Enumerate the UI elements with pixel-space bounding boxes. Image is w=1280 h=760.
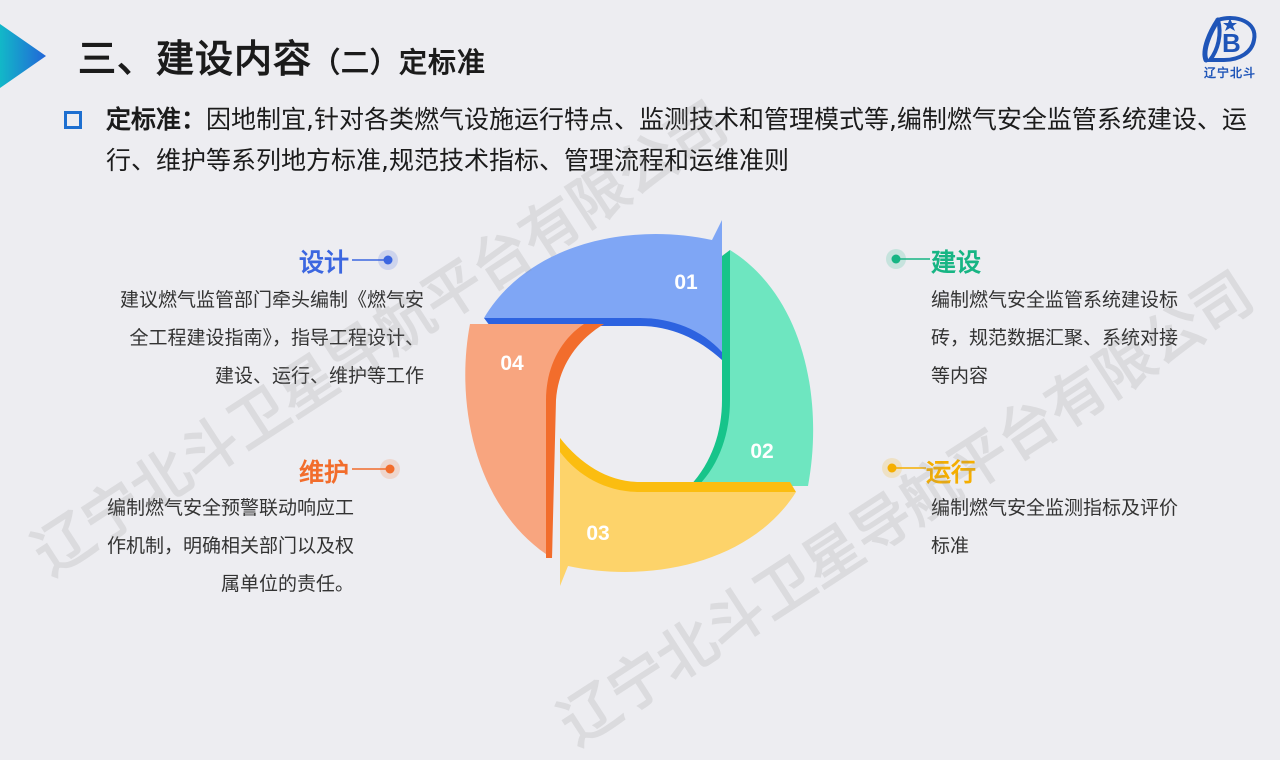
operate-desc-line: 编制燃气安全监测指标及评价 [931,497,1179,519]
build-desc-line: 砖，规范数据汇聚、系统对接 [931,327,1179,349]
intro-text: 因地制宜,针对各类燃气设施运行特点、监测技术和管理模式等,编制燃气安全监管系统建… [106,105,1247,175]
cycle-number-04: 04 [500,352,524,375]
cycle-segment-04-shade [546,324,604,558]
company-logo-text: 辽宁北斗 [1203,66,1256,80]
maintain-description: 编制燃气安全预警联动响应工 作机制，明确相关部门以及权 属单位的责任。 [60,489,354,603]
operate-desc-line: 标准 [931,535,970,557]
build-connector-icon [886,249,930,269]
build-desc-line: 编制燃气安全监管系统建设标 [931,289,1179,311]
company-logo-icon: B [1202,16,1257,63]
build-description: 编制燃气安全监管系统建设标 砖，规范数据汇聚、系统对接 等内容 [931,281,1231,395]
cycle-number-02: 02 [750,440,773,463]
bullet-square-icon [64,111,82,129]
maintain-title: 维护 [299,458,350,487]
slide: 三、建设内容（二）定标准 B 辽宁北斗 定标准：因地制宜,针对各类燃气设施运行特… [0,16,1265,758]
design-desc-line: 建议燃气监管部门牵头编制《燃气安 [119,289,424,311]
maintain-desc-line: 作机制，明确相关部门以及权 [106,535,354,557]
page-title: 三、建设内容（二）定标准 [78,28,486,83]
maintain-desc-line: 编制燃气安全预警联动响应工 [106,497,354,519]
design-description: 建议燃气监管部门牵头编制《燃气安 全工程建设指南》，指导工程设计、 建设、运行、… [60,281,424,395]
maintain-connector-icon [352,459,400,479]
design-desc-line: 全工程建设指南》，指导工程设计、 [129,327,424,349]
cycle-segment-04 [456,324,590,558]
cycle-segment-03-shade [560,438,796,492]
intro-paragraph: 定标准：因地制宜,针对各类燃气设施运行特点、监测技术和管理模式等,编制燃气安全监… [106,99,1256,181]
page-title-main: 三、建设内容 [78,37,313,81]
build-desc-line: 等内容 [931,365,989,387]
operate-connector-icon [882,458,926,478]
cycle-segment-02-shade [690,250,730,486]
maintain-desc-line: 属单位的责任。 [220,573,354,595]
cycle-segment-01 [484,220,722,352]
build-title: 建设 [931,248,982,277]
cycle-number-03: 03 [586,522,609,545]
design-title: 设计 [299,248,350,277]
page-title-sub: （二）定标准 [312,46,487,79]
operate-description: 编制燃气安全监测指标及评价 标准 [931,489,1231,565]
svg-text:B: B [1222,28,1241,58]
cycle-segment-03 [560,438,796,586]
cycle-number-01: 01 [674,271,698,294]
cycle-segment-01-shade [484,318,722,360]
operate-title: 运行 [926,458,977,487]
cycle-segment-02 [698,250,830,486]
design-desc-line: 建设、运行、维护等工作 [214,365,424,387]
corner-arrow-icon [0,24,46,88]
cycle-diagram: 01 02 03 04 [456,220,830,586]
design-connector-icon [352,250,398,270]
intro-label: 定标准： [106,105,207,134]
